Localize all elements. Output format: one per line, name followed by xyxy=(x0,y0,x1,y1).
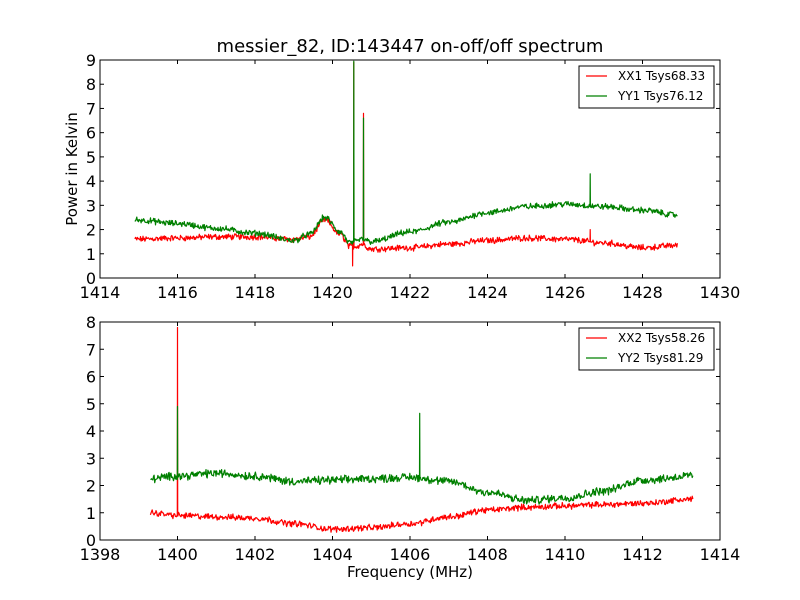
bottom-legend-box xyxy=(578,327,715,371)
y-tick-label: 2 xyxy=(86,477,96,496)
series-line-yy1 xyxy=(134,60,678,245)
x-tick-label: 1400 xyxy=(157,545,198,564)
y-tick-label: 0 xyxy=(86,531,96,550)
x-tick-label: 1420 xyxy=(312,283,353,302)
bottom-legend: XX2 Tsys58.26 YY2 Tsys81.29 xyxy=(578,327,715,371)
x-tick-label: 1428 xyxy=(622,283,663,302)
x-tick-label: 1402 xyxy=(235,545,276,564)
bottom-plot-ticks: 1398 1400 1402 1404 1406 1408 1410 1412 1414 0 1 2 3… xyxy=(80,313,741,564)
top-legend-label-yy1: YY1 Tsys76.12 xyxy=(617,89,703,103)
y-tick-label: 9 xyxy=(86,51,96,70)
y-tick-label: 6 xyxy=(86,124,96,143)
top-legend-label-xx1: XX1 Tsys68.33 xyxy=(618,69,705,83)
y-tick-label: 3 xyxy=(86,196,96,215)
bottom-legend-label-xx2: XX2 Tsys58.26 xyxy=(618,331,705,345)
y-tick-label: 4 xyxy=(86,422,96,441)
x-tick-label: 1406 xyxy=(390,545,431,564)
series-line-yy2 xyxy=(150,405,694,505)
x-tick-label: 1414 xyxy=(80,283,121,302)
x-tick-label: 1398 xyxy=(80,545,121,564)
bottom-legend-label-yy2: YY2 Tsys81.29 xyxy=(617,351,703,365)
top-legend: XX1 Tsys68.33 YY1 Tsys76.12 xyxy=(578,65,715,109)
y-tick-label: 1 xyxy=(86,504,96,523)
bottom-plot-curves xyxy=(149,326,694,533)
x-tick-label: 1408 xyxy=(467,545,508,564)
y-tick-label: 2 xyxy=(86,221,96,240)
y-tick-label: 5 xyxy=(86,395,96,414)
x-axis-label: Frequency (MHz) xyxy=(347,563,473,581)
series-line-xx2 xyxy=(149,326,694,533)
x-tick-label: 1422 xyxy=(390,283,431,302)
x-tick-label: 1414 xyxy=(700,545,741,564)
y-tick-label: 1 xyxy=(86,245,96,264)
top-y-axis-label: Power in Kelvin xyxy=(63,112,81,226)
top-plot-panel: 1414 1416 1418 1420 1422 1424 1426 1428 1430 0 1 2 3… xyxy=(63,51,740,302)
x-tick-label: 1424 xyxy=(467,283,508,302)
y-tick-label: 7 xyxy=(86,340,96,359)
top-plot-ticks: 1414 1416 1418 1420 1422 1424 1426 1428 1430 0 1 2 3… xyxy=(80,51,741,302)
y-tick-label: 0 xyxy=(86,269,96,288)
y-tick-label: 8 xyxy=(86,75,96,94)
top-legend-box xyxy=(578,65,715,109)
y-tick-label: 5 xyxy=(86,148,96,167)
x-tick-label: 1426 xyxy=(545,283,586,302)
top-plot-curves xyxy=(134,60,678,267)
x-tick-label: 1412 xyxy=(622,545,663,564)
chart-title: messier_82, ID:143447 on-off/off spectru… xyxy=(217,36,604,57)
x-tick-label: 1418 xyxy=(235,283,276,302)
y-tick-label: 3 xyxy=(86,449,96,468)
x-tick-label: 1410 xyxy=(545,545,586,564)
x-tick-label: 1416 xyxy=(157,283,198,302)
series-line-xx1 xyxy=(134,61,678,267)
bottom-plot-panel: 1398 1400 1402 1404 1406 1408 1410 1412 1414 0 1 2 3… xyxy=(80,313,741,581)
x-tick-label: 1430 xyxy=(700,283,741,302)
y-tick-label: 4 xyxy=(86,172,96,191)
y-tick-label: 8 xyxy=(86,313,96,332)
x-tick-label: 1404 xyxy=(312,545,353,564)
y-tick-label: 6 xyxy=(86,368,96,387)
y-tick-label: 7 xyxy=(86,99,96,118)
